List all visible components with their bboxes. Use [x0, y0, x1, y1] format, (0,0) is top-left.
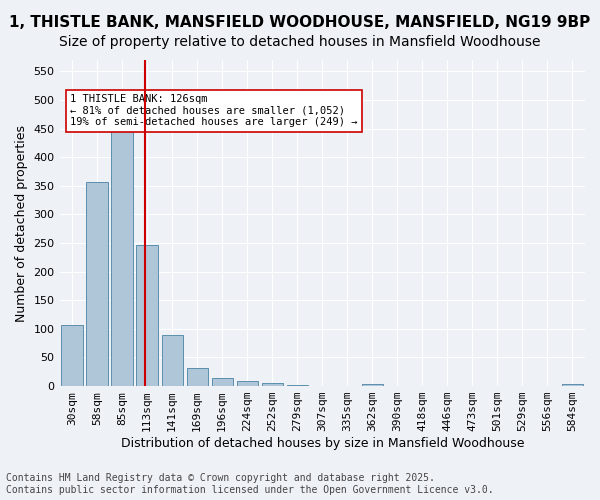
Bar — [562, 384, 583, 386]
Text: 1 THISTLE BANK: 126sqm
← 81% of detached houses are smaller (1,052)
19% of semi-: 1 THISTLE BANK: 126sqm ← 81% of detached… — [70, 94, 358, 128]
Bar — [262, 383, 283, 386]
Bar — [86, 182, 108, 386]
Bar — [287, 385, 308, 386]
X-axis label: Distribution of detached houses by size in Mansfield Woodhouse: Distribution of detached houses by size … — [121, 437, 524, 450]
Y-axis label: Number of detached properties: Number of detached properties — [15, 124, 28, 322]
Bar — [61, 326, 83, 386]
Bar — [212, 378, 233, 386]
Bar — [136, 246, 158, 386]
Bar — [161, 334, 183, 386]
Text: Contains HM Land Registry data © Crown copyright and database right 2025.
Contai: Contains HM Land Registry data © Crown c… — [6, 474, 494, 495]
Bar — [112, 126, 133, 386]
Bar — [187, 368, 208, 386]
Text: Size of property relative to detached houses in Mansfield Woodhouse: Size of property relative to detached ho… — [59, 35, 541, 49]
Bar — [362, 384, 383, 386]
Text: 1, THISTLE BANK, MANSFIELD WOODHOUSE, MANSFIELD, NG19 9BP: 1, THISTLE BANK, MANSFIELD WOODHOUSE, MA… — [10, 15, 590, 30]
Bar — [236, 381, 258, 386]
